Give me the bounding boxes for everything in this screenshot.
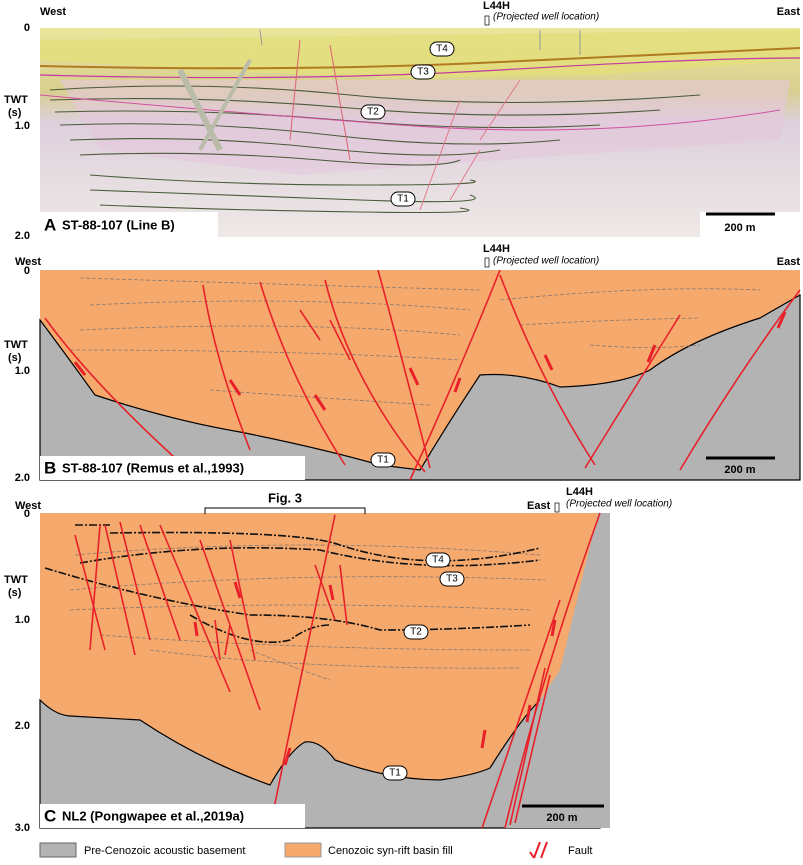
horizon-label: T1 <box>389 768 401 779</box>
tick-label: 1.0 <box>15 120 30 132</box>
west-label: West <box>40 6 66 18</box>
panel-title-box <box>40 456 305 480</box>
well-symbol <box>484 257 490 268</box>
panel-title-box <box>40 212 218 237</box>
east-label: East <box>777 6 801 18</box>
horizon-lines <box>69 277 761 406</box>
panel-b: West East L44H (Projected well location)… <box>4 243 801 484</box>
axis-title: TWT <box>4 339 28 351</box>
axis-unit: (s) <box>8 107 22 119</box>
basement <box>39 667 601 829</box>
horizon-lines <box>44 524 546 681</box>
tick-label: 0 <box>24 22 30 34</box>
horizon-badge <box>439 571 465 587</box>
well-label: L44H <box>483 0 510 12</box>
panel-title: NL2 (Pongwapee et al.,2019a) <box>62 808 244 823</box>
legend: Pre-Cenozoic acoustic basement Cenozoic … <box>39 841 592 859</box>
horizon-label: T2 <box>410 627 422 638</box>
basement <box>39 293 801 481</box>
fault-arrows <box>73 311 787 411</box>
horizon-label: T3 <box>417 67 429 78</box>
well-symbol <box>484 15 490 26</box>
well-label: L44H <box>566 486 593 498</box>
well-note: (Projected well location) <box>493 12 599 23</box>
legend-label: Cenozoic syn-rift basin fill <box>328 845 453 857</box>
fig-bracket <box>204 507 366 514</box>
tick-label: 2.0 <box>15 472 30 484</box>
panel-title: ST-88-107 (Line B) <box>62 217 175 232</box>
scale-label: 200 m <box>724 222 755 234</box>
panel-letter: A <box>44 215 56 234</box>
basement-east <box>505 513 610 828</box>
horizon-label: T3 <box>446 574 458 585</box>
scale-box <box>700 212 800 237</box>
east-label: East <box>777 256 801 268</box>
legend-swatch <box>39 842 77 858</box>
legend-label: Pre-Cenozoic acoustic basement <box>84 845 245 857</box>
panel-letter: B <box>44 458 56 477</box>
legend-label: Fault <box>568 845 592 857</box>
pink-zone <box>60 80 790 175</box>
well-note: (Projected well location) <box>566 499 672 510</box>
horizon-badge <box>429 41 455 57</box>
panel-c: West East L44H (Projected well location)… <box>4 486 672 834</box>
horizon-badge <box>370 452 396 468</box>
tick-label: 2.0 <box>15 230 30 242</box>
legend-fault-symbol <box>529 841 548 859</box>
panel-letter: C <box>44 806 56 825</box>
horizon-badge <box>425 552 451 568</box>
tick-label: 2.0 <box>15 720 30 732</box>
reflectors <box>39 29 801 214</box>
scale-label: 200 m <box>724 464 755 476</box>
horizon-label: T4 <box>436 44 448 55</box>
well-symbol <box>554 502 560 513</box>
axis-unit: (s) <box>8 587 22 599</box>
tick-label: 0 <box>24 508 30 520</box>
horizon-label: T4 <box>432 555 444 566</box>
east-label: East <box>527 500 551 512</box>
horizon-badge <box>390 191 416 207</box>
axis-unit: (s) <box>8 352 22 364</box>
tick-label: 0 <box>24 265 30 277</box>
panel-title: ST-88-107 (Remus et al.,1993) <box>62 460 244 475</box>
well-note: (Projected well location) <box>493 256 599 267</box>
axis-title: TWT <box>4 94 28 106</box>
horizon-label: T1 <box>377 455 389 466</box>
tick-label: 3.0 <box>15 822 30 834</box>
faults <box>44 269 801 481</box>
fig-ref: Fig. 3 <box>268 490 302 505</box>
horizon-label: T2 <box>367 107 379 118</box>
legend-swatch <box>284 842 322 858</box>
tick-label: 1.0 <box>15 614 30 626</box>
well-label: L44H <box>483 243 510 255</box>
horizon-badge <box>403 624 429 640</box>
faults <box>74 512 601 829</box>
west-label: West <box>15 500 41 512</box>
upper-layer <box>40 30 800 78</box>
horizon-badge <box>360 104 386 120</box>
horizon-label: T1 <box>397 194 409 205</box>
horizon-badge <box>410 64 436 80</box>
west-label: West <box>15 256 41 268</box>
panel-a: West East L44H (Projected well location)… <box>4 0 800 242</box>
panel-title-box <box>40 804 305 828</box>
scale-label: 200 m <box>546 812 577 824</box>
axis-title: TWT <box>4 574 28 586</box>
tick-label: 1.0 <box>15 365 30 377</box>
fault-arrows <box>193 581 557 766</box>
horizon-badge <box>382 765 408 781</box>
